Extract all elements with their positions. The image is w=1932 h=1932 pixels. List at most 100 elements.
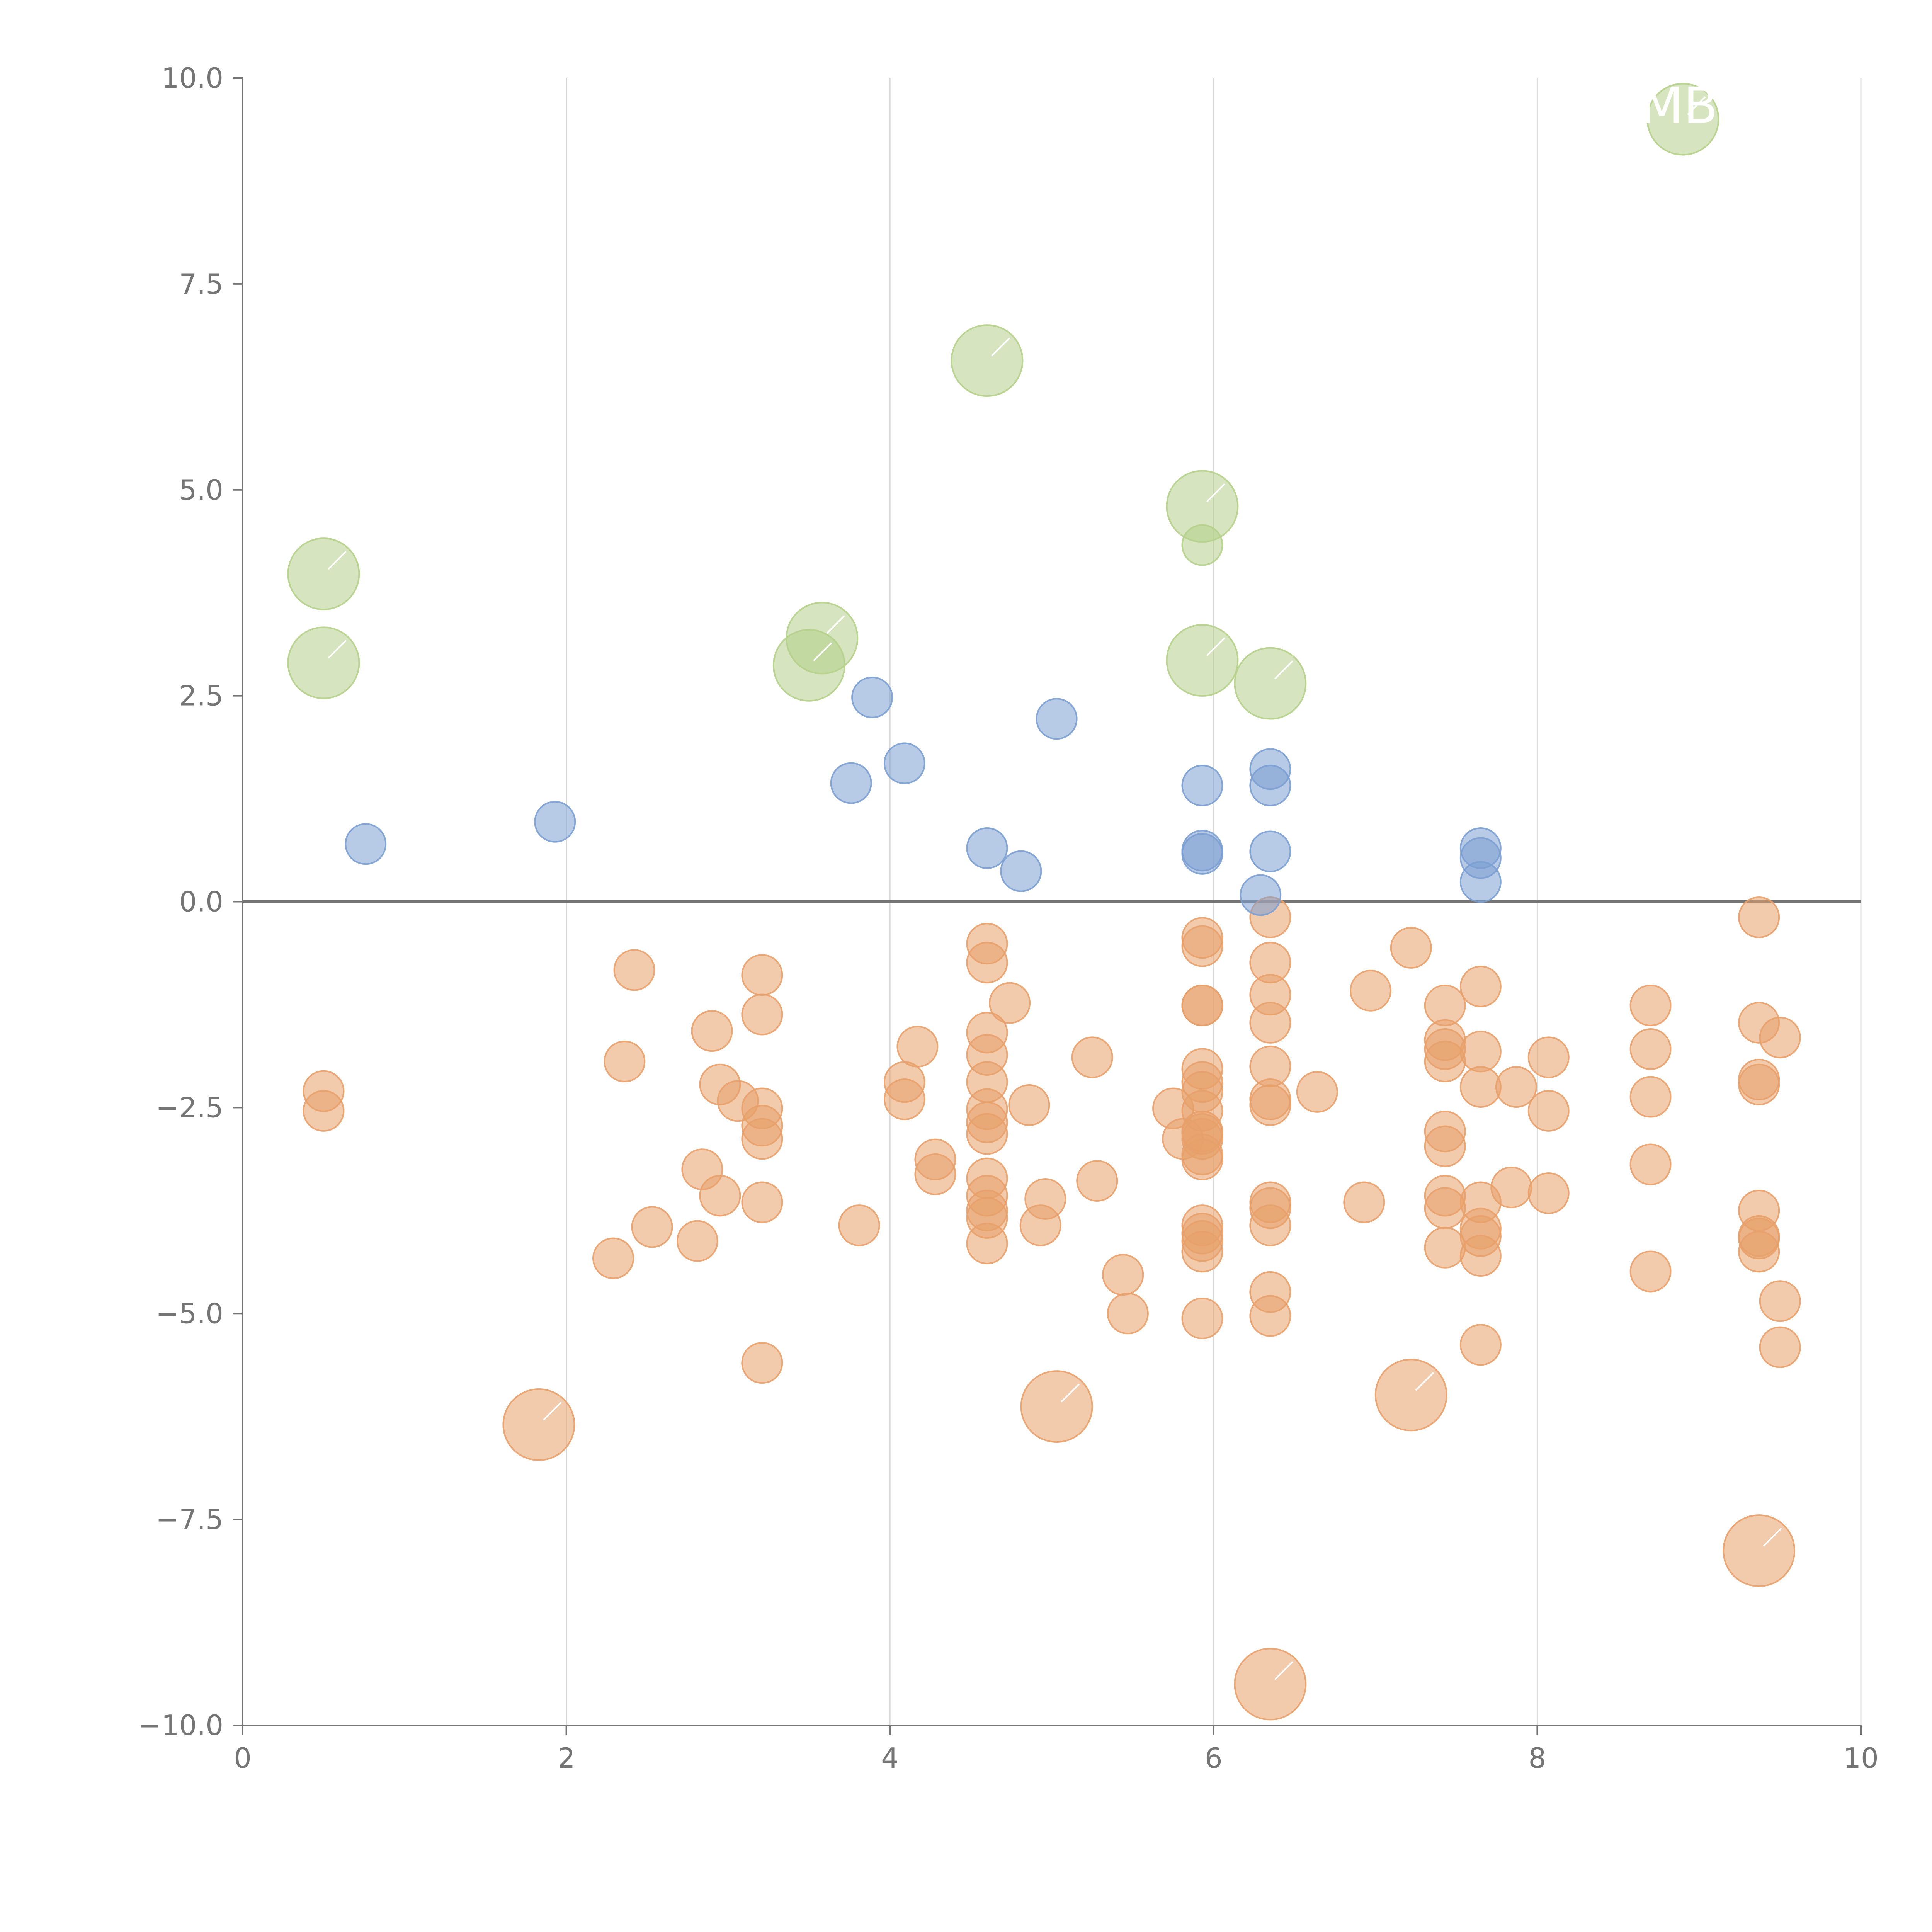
data-point [1759,1280,1801,1322]
data-point [604,1041,646,1083]
data-point [1181,1138,1223,1180]
data-point [534,801,576,843]
data-point [676,1220,718,1262]
data-point [1459,1324,1502,1366]
y-tick-label: −10.0 [138,1709,223,1742]
data-point [1374,1359,1447,1432]
data-point [830,762,872,804]
y-tick-label: 0.0 [179,886,223,918]
data-point [966,1223,1008,1265]
bubble-leader-line [543,1401,562,1421]
bubble-leader-line [327,639,347,659]
data-point [1020,1370,1093,1443]
data-point [1107,1293,1149,1335]
data-point [1527,1090,1570,1132]
data-point [1249,1084,1291,1126]
x-tick-label: 8 [1528,1742,1546,1774]
data-point [1459,861,1502,903]
data-point [1071,1036,1113,1078]
data-point [1459,966,1502,1008]
data-point [1296,1071,1338,1113]
data-point [1249,1295,1291,1337]
data-point [1490,1167,1532,1209]
data-point [951,324,1024,397]
data-point [1424,1125,1466,1167]
data-point [1076,1160,1118,1202]
data-point [741,954,783,996]
bubble-leader-line [1763,1527,1782,1547]
data-point [741,1342,783,1384]
data-point [883,1078,925,1121]
bubble-leader-line [1061,1383,1080,1403]
data-point [1390,927,1432,969]
data-point [1738,896,1780,938]
data-point [1166,470,1239,543]
y-tick-label: 10.0 [162,62,223,94]
data-point [1629,1143,1672,1185]
data-point [741,1118,783,1160]
data-point [1036,698,1078,740]
data-point [989,982,1031,1024]
data-point [1723,1514,1796,1587]
data-point [1343,1181,1385,1223]
data-point [1249,830,1291,872]
data-point [1459,1066,1502,1108]
bubble-leader-line [991,337,1010,357]
bubble-leader-line [813,642,832,662]
data-point [1495,1066,1537,1108]
data-point [1629,985,1672,1027]
x-tick-label: 6 [1205,1742,1223,1774]
bubble-leader-line [1415,1372,1434,1391]
data-point [1181,764,1223,806]
data-point [1424,1187,1466,1229]
data-point [1102,1254,1144,1296]
data-point [287,537,360,611]
data-point [1459,1031,1502,1073]
bubble-leader-line [1206,483,1225,502]
data-point [1527,1036,1570,1078]
y-tick-label: 7.5 [179,268,223,300]
x-tick-label: 0 [234,1742,252,1774]
data-point [287,626,360,699]
data-point [772,629,845,702]
data-point [1759,1326,1801,1368]
data-point [613,949,655,991]
data-point [966,1113,1008,1155]
data-point [914,1153,956,1196]
data-point [502,1388,575,1461]
data-point [1181,985,1223,1027]
y-tick-label: −7.5 [156,1503,223,1536]
data-point [741,993,783,1036]
data-point [631,1206,673,1248]
data-point [1234,1648,1307,1721]
y-tick-label: −2.5 [156,1091,223,1124]
bubble-leader-line [1274,660,1293,680]
annotations: MB [327,77,1782,1680]
data-point [592,1237,634,1279]
data-point [1424,1226,1466,1269]
data-point [1024,1178,1066,1220]
data-point [1181,925,1223,967]
data-point [1759,1017,1801,1059]
data-point [966,942,1008,984]
data-point [1738,1231,1780,1273]
data-point [303,1090,345,1132]
data-point [1240,874,1282,916]
data-point [838,1204,880,1247]
data-point [883,742,925,784]
data-point [1181,833,1223,875]
y-tick-label: 2.5 [179,680,223,712]
data-point [1249,1204,1291,1247]
data-point [1008,1084,1050,1126]
data-point [1249,1002,1291,1044]
bubble-leader-line [1206,637,1225,656]
data-point [1629,1076,1672,1118]
data-point [966,827,1008,869]
x-tick-label: 2 [558,1742,575,1774]
data-point [1000,850,1042,892]
data-point [1424,1041,1466,1083]
x-tick-label: 4 [881,1742,899,1774]
data-point [1459,1235,1502,1277]
bubble-leader-line [826,615,845,634]
